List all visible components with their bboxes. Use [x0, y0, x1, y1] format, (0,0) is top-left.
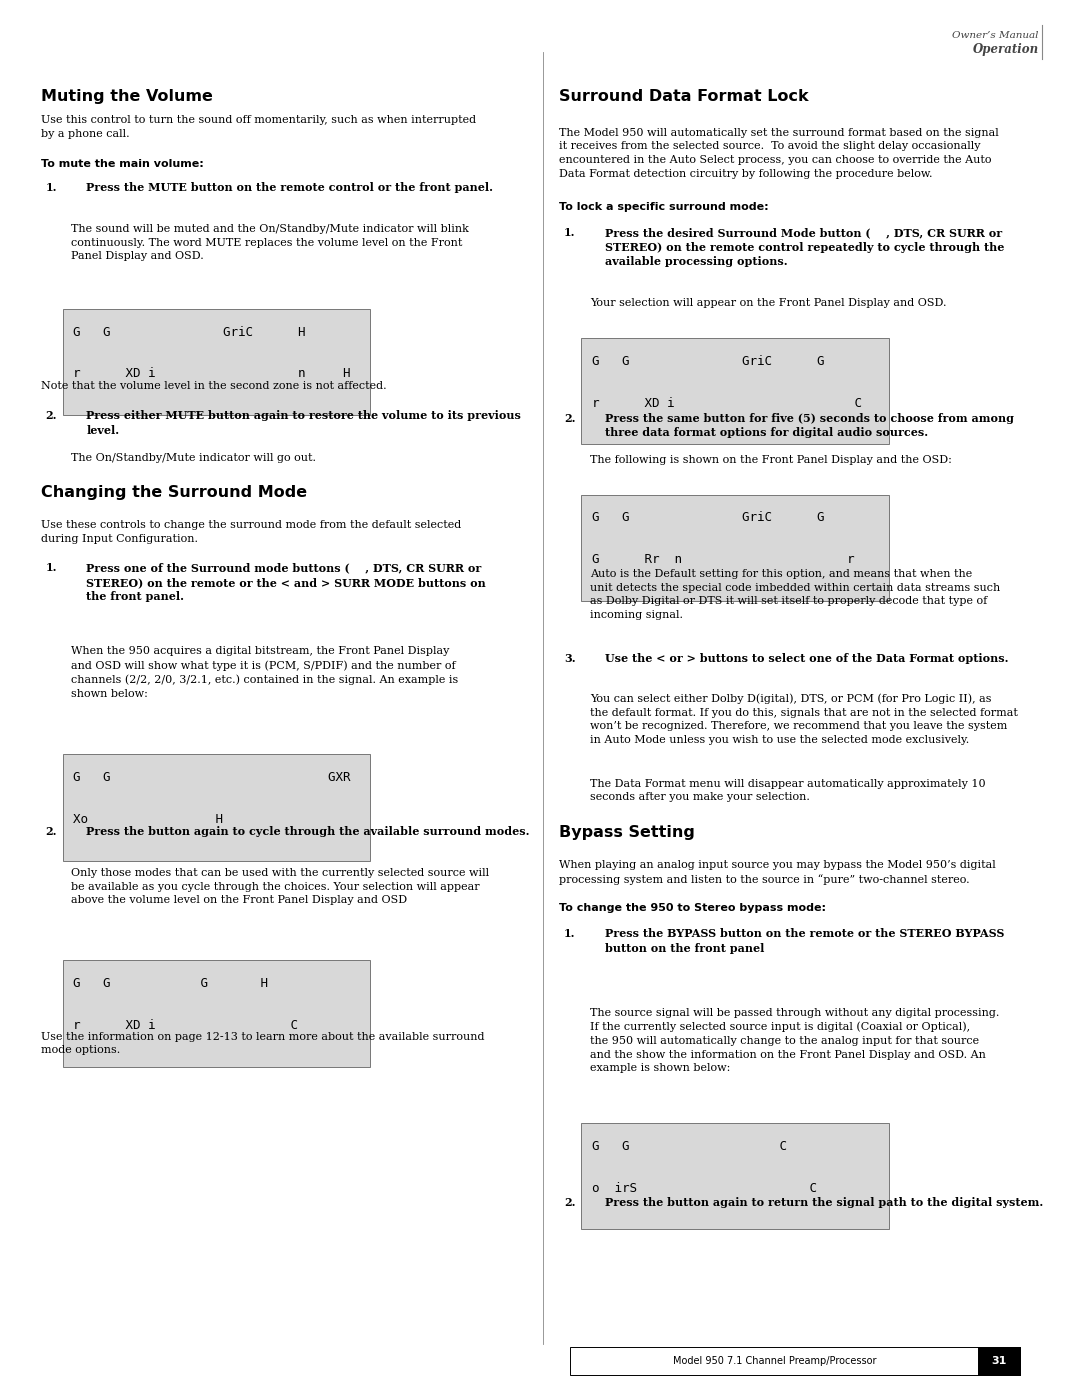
Text: To mute the main volume:: To mute the main volume:	[41, 159, 204, 169]
Text: Your selection will appear on the Front Panel Display and OSD.: Your selection will appear on the Front …	[590, 299, 946, 309]
FancyBboxPatch shape	[581, 495, 889, 601]
Text: Xo                 H: Xo H	[73, 813, 224, 826]
Text: 1.: 1.	[45, 562, 57, 573]
Text: Operation: Operation	[973, 43, 1039, 56]
Text: 2.: 2.	[564, 1197, 576, 1208]
Text: The On/Standby/Mute indicator will go out.: The On/Standby/Mute indicator will go ou…	[71, 453, 316, 464]
Text: Bypass Setting: Bypass Setting	[559, 824, 696, 840]
Text: Only those modes that can be used with the currently selected source will
be ava: Only those modes that can be used with t…	[71, 868, 489, 905]
Text: When the 950 acquires a digital bitstream, the Front Panel Display
and OSD will : When the 950 acquires a digital bitstrea…	[71, 645, 459, 698]
Text: Auto is the Default setting for this option, and means that when the
unit detect: Auto is the Default setting for this opt…	[590, 570, 1000, 620]
Text: r      XD i                  C: r XD i C	[73, 1020, 298, 1032]
Text: Press the desired Surround Mode button (    , DTS, CR SURR or
STEREO) on the rem: Press the desired Surround Mode button (…	[605, 228, 1004, 267]
Text: G   G               GriC      G: G G GriC G	[592, 355, 824, 367]
Text: o  irS                       C: o irS C	[592, 1182, 816, 1194]
Text: When playing an analog input source you may bypass the Model 950’s digital
proce: When playing an analog input source you …	[559, 859, 996, 884]
Text: 1.: 1.	[45, 182, 57, 193]
Text: 2.: 2.	[564, 414, 576, 423]
Text: Press either MUTE button again to restore the volume to its previous
level.: Press either MUTE button again to restor…	[86, 411, 522, 436]
Text: Press the MUTE button on the remote control or the front panel.: Press the MUTE button on the remote cont…	[86, 182, 494, 193]
FancyBboxPatch shape	[63, 309, 370, 415]
Text: 1.: 1.	[564, 228, 576, 237]
Text: Changing the Surround Mode: Changing the Surround Mode	[41, 486, 307, 500]
Text: Press the button again to cycle through the available surround modes.: Press the button again to cycle through …	[86, 827, 530, 837]
FancyBboxPatch shape	[63, 754, 370, 861]
Text: G   G               GriC      G: G G GriC G	[592, 511, 824, 524]
Text: Use this control to turn the sound off momentarily, such as when interrupted
by : Use this control to turn the sound off m…	[41, 116, 476, 138]
FancyBboxPatch shape	[63, 961, 370, 1067]
Text: Model 950 7.1 Channel Preamp/Processor: Model 950 7.1 Channel Preamp/Processor	[673, 1355, 876, 1366]
Text: Note that the volume level in the second zone is not affected.: Note that the volume level in the second…	[41, 381, 387, 391]
Text: The following is shown on the Front Panel Display and the OSD:: The following is shown on the Front Pane…	[590, 455, 951, 465]
Text: The Model 950 will automatically set the surround format based on the signal
it : The Model 950 will automatically set the…	[559, 129, 999, 179]
Text: Use the < or > buttons to select one of the Data Format options.: Use the < or > buttons to select one of …	[605, 654, 1009, 664]
Text: Press the same button for five (5) seconds to choose from among
three data forma: Press the same button for five (5) secon…	[605, 414, 1014, 439]
Text: Muting the Volume: Muting the Volume	[41, 89, 213, 103]
FancyBboxPatch shape	[978, 1347, 1020, 1375]
FancyBboxPatch shape	[570, 1347, 1020, 1375]
Text: Press the BYPASS button on the remote or the STEREO BYPASS
button on the front p: Press the BYPASS button on the remote or…	[605, 928, 1004, 954]
Text: Press the button again to return the signal path to the digital system.: Press the button again to return the sig…	[605, 1197, 1043, 1208]
Text: The Data Format menu will disappear automatically approximately 10
seconds after: The Data Format menu will disappear auto…	[590, 780, 985, 802]
Text: 2.: 2.	[45, 411, 57, 420]
Text: G   G                             GXR: G G GXR	[73, 771, 351, 784]
Text: 3.: 3.	[564, 654, 576, 664]
Text: 1.: 1.	[564, 928, 576, 939]
Text: Owner’s Manual: Owner’s Manual	[953, 31, 1039, 39]
FancyBboxPatch shape	[581, 338, 889, 444]
Text: G   G            G       H: G G G H	[73, 978, 269, 990]
Text: You can select either Dolby D(igital), DTS, or PCM (for Pro Logic II), as
the de: You can select either Dolby D(igital), D…	[590, 694, 1017, 745]
Text: 31: 31	[991, 1355, 1007, 1366]
Text: G      Rr  n                      r: G Rr n r	[592, 553, 854, 566]
Text: The sound will be muted and the On/Standby/Mute indicator will blink
continuousl: The sound will be muted and the On/Stand…	[71, 224, 469, 261]
Text: Surround Data Format Lock: Surround Data Format Lock	[559, 89, 809, 103]
Text: Use these controls to change the surround mode from the default selected
during : Use these controls to change the surroun…	[41, 521, 461, 543]
Text: r      XD i                        C: r XD i C	[592, 397, 862, 409]
Text: To change the 950 to Stereo bypass mode:: To change the 950 to Stereo bypass mode:	[559, 904, 826, 914]
Text: 2.: 2.	[45, 827, 57, 837]
Text: G   G                    C: G G C	[592, 1140, 787, 1153]
Text: G   G               GriC      H: G G GriC H	[73, 326, 306, 338]
Text: To lock a specific surround mode:: To lock a specific surround mode:	[559, 201, 769, 212]
Text: Press one of the Surround mode buttons (    , DTS, CR SURR or
STEREO) on the rem: Press one of the Surround mode buttons (…	[86, 562, 486, 602]
Text: The source signal will be passed through without any digital processing.
If the : The source signal will be passed through…	[590, 1009, 999, 1073]
Text: r      XD i                   n     H: r XD i n H	[73, 367, 351, 380]
Text: Use the information on page 12-13 to learn more about the available surround
mod: Use the information on page 12-13 to lea…	[41, 1031, 485, 1055]
FancyBboxPatch shape	[581, 1123, 889, 1229]
